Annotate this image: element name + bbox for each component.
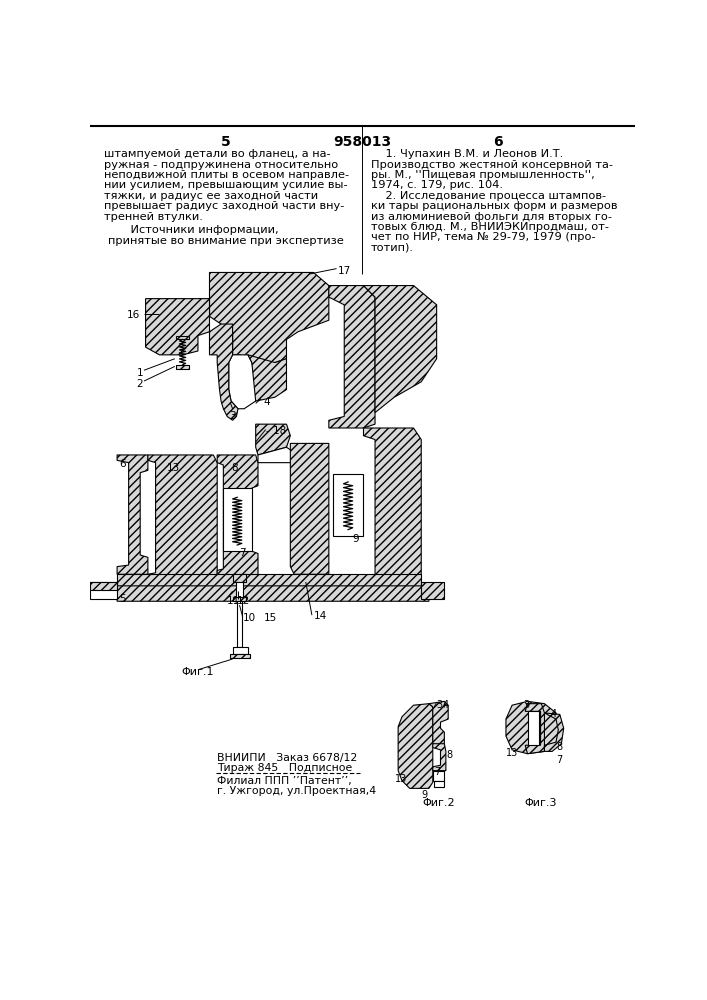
Bar xyxy=(230,654,250,658)
Text: неподвижной плиты в осевом направле-: неподвижной плиты в осевом направле- xyxy=(104,170,349,180)
Text: 5: 5 xyxy=(221,135,230,149)
Text: 6: 6 xyxy=(493,135,503,149)
Bar xyxy=(238,601,242,647)
Polygon shape xyxy=(544,713,563,751)
Polygon shape xyxy=(148,455,217,582)
Text: Φиг.2: Φиг.2 xyxy=(423,798,455,808)
Text: Тираж 845   Подписное: Тираж 845 Подписное xyxy=(217,763,353,773)
Text: 3: 3 xyxy=(436,700,442,710)
Polygon shape xyxy=(248,355,286,401)
Text: 7: 7 xyxy=(239,548,245,558)
Bar xyxy=(233,647,248,654)
Polygon shape xyxy=(433,744,446,771)
Text: 8: 8 xyxy=(556,742,562,752)
Text: Производство жестяной консервной та-: Производство жестяной консервной та- xyxy=(371,160,613,170)
Text: 11: 11 xyxy=(226,596,240,606)
Polygon shape xyxy=(363,286,437,413)
Polygon shape xyxy=(229,355,258,409)
Text: 5: 5 xyxy=(119,594,126,604)
Text: тренней втулки.: тренней втулки. xyxy=(104,212,203,222)
Polygon shape xyxy=(117,455,148,574)
Bar xyxy=(233,597,247,601)
Text: 4: 4 xyxy=(264,397,270,407)
Text: 3: 3 xyxy=(229,411,236,421)
Bar xyxy=(233,574,247,582)
Polygon shape xyxy=(433,771,444,781)
Text: 7: 7 xyxy=(556,755,562,765)
Text: штампуемой детали во фланец, а на-: штампуемой детали во фланец, а на- xyxy=(104,149,331,159)
Text: 15: 15 xyxy=(264,613,276,623)
Text: товых блюд. М., ВНИИЭКИпродмаш, от-: товых блюд. М., ВНИИЭКИпродмаш, от- xyxy=(371,222,609,232)
Text: 2. Исследование процесса штампов-: 2. Исследование процесса штампов- xyxy=(371,191,607,201)
Bar xyxy=(333,474,363,536)
Polygon shape xyxy=(256,424,291,455)
Text: 8: 8 xyxy=(231,463,238,473)
Text: 13: 13 xyxy=(395,774,407,784)
Text: 1: 1 xyxy=(136,368,143,378)
Text: 9: 9 xyxy=(421,790,427,800)
Text: чет по НИР, тема № 29-79, 1979 (про-: чет по НИР, тема № 29-79, 1979 (про- xyxy=(371,232,596,242)
Text: г. Ужгород, ул.Проектная,4: г. Ужгород, ул.Проектная,4 xyxy=(217,786,376,796)
Text: Φиг.1: Φиг.1 xyxy=(181,667,214,677)
Text: 1. Чупахин В.М. и Леонов И.Т.: 1. Чупахин В.М. и Леонов И.Т. xyxy=(371,149,563,159)
Polygon shape xyxy=(506,701,560,754)
Text: принятые во внимание при экспертизе: принятые во внимание при экспертизе xyxy=(108,235,344,245)
Polygon shape xyxy=(291,443,329,574)
Polygon shape xyxy=(209,324,238,420)
Text: 6: 6 xyxy=(119,459,126,469)
Text: из алюминиевой фольги для вторых го-: из алюминиевой фольги для вторых го- xyxy=(371,212,612,222)
Text: тотип).: тотип). xyxy=(371,243,414,253)
Text: ки тары рациональных форм и размеров: ки тары рациональных форм и размеров xyxy=(371,201,618,211)
Polygon shape xyxy=(398,704,433,788)
Polygon shape xyxy=(209,272,329,363)
Polygon shape xyxy=(117,574,421,586)
Text: 9: 9 xyxy=(352,534,358,544)
Polygon shape xyxy=(527,711,539,745)
Bar xyxy=(235,582,243,597)
Text: ВНИИПИ   Заказ 6678/12: ВНИИПИ Заказ 6678/12 xyxy=(217,753,358,763)
Polygon shape xyxy=(217,455,258,578)
Text: 13: 13 xyxy=(167,463,180,473)
Polygon shape xyxy=(363,428,421,586)
Text: 14: 14 xyxy=(313,611,327,621)
Bar xyxy=(90,582,117,599)
Polygon shape xyxy=(525,704,544,754)
Text: тяжки, и радиус ее заходной части: тяжки, и радиус ее заходной части xyxy=(104,191,318,201)
Text: 10: 10 xyxy=(243,613,256,623)
Text: - 18: - 18 xyxy=(266,426,286,436)
Text: 958013: 958013 xyxy=(333,135,391,149)
Polygon shape xyxy=(329,286,375,428)
Polygon shape xyxy=(117,586,429,601)
Bar xyxy=(421,582,444,599)
Bar xyxy=(223,488,252,551)
Text: Филиал ППП ’’Патент’’,: Филиал ППП ’’Патент’’, xyxy=(217,776,352,786)
Text: 4: 4 xyxy=(551,709,556,719)
Text: Φиг.3: Φиг.3 xyxy=(525,798,557,808)
Text: ры. М., ''Пищевая промышленность'',: ры. М., ''Пищевая промышленность'', xyxy=(371,170,595,180)
Polygon shape xyxy=(146,299,209,355)
Bar xyxy=(176,336,189,339)
Text: 13: 13 xyxy=(506,748,518,758)
Bar xyxy=(90,582,117,590)
Text: 8: 8 xyxy=(446,750,452,760)
Bar xyxy=(176,365,189,369)
Text: 16: 16 xyxy=(127,310,141,320)
Bar xyxy=(433,781,443,787)
Text: Источники информации,: Источники информации, xyxy=(115,225,278,235)
Text: превышает радиус заходной части вну-: превышает радиус заходной части вну- xyxy=(104,201,344,211)
Text: нии усилием, превышающим усилие вы-: нии усилием, превышающим усилие вы- xyxy=(104,180,348,190)
Text: 17: 17 xyxy=(338,266,351,276)
Text: ружная - подпружинена относительно: ружная - подпружинена относительно xyxy=(104,160,338,170)
Text: 2: 2 xyxy=(136,379,143,389)
Polygon shape xyxy=(258,447,298,463)
Text: 12: 12 xyxy=(236,596,250,606)
Polygon shape xyxy=(429,701,448,748)
Text: 4: 4 xyxy=(443,700,449,710)
Text: 7: 7 xyxy=(434,767,440,777)
Text: 1974, с. 179, рис. 104.: 1974, с. 179, рис. 104. xyxy=(371,180,503,190)
Text: 3: 3 xyxy=(524,700,530,710)
